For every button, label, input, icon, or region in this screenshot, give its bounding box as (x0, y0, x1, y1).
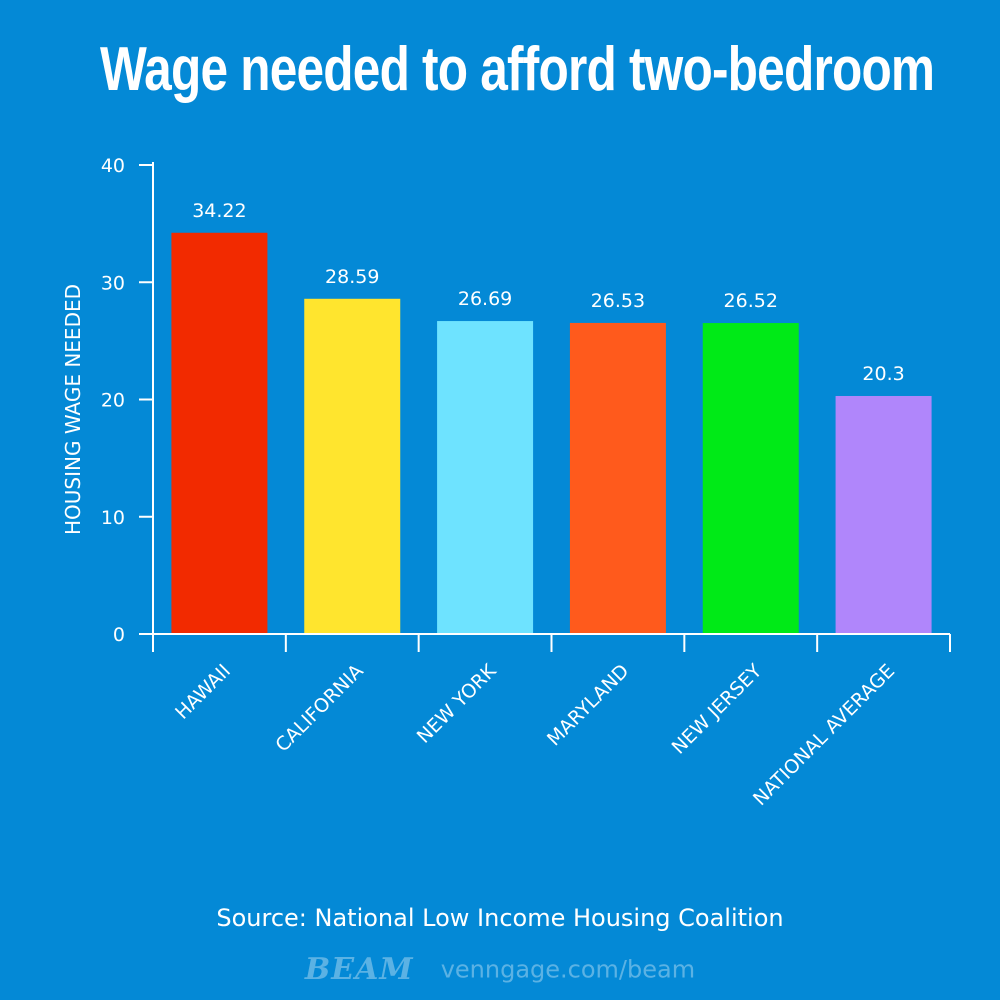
x-tick-label: NEW YORK (413, 660, 501, 748)
data-label: 26.52 (724, 290, 778, 312)
y-tick-label: 0 (113, 624, 125, 646)
x-tick-label: NATIONAL AVERAGE (749, 660, 899, 810)
bar-new-york (437, 321, 534, 634)
y-axis-label: HOUSING WAGE NEEDED (61, 284, 85, 535)
bars-group (171, 232, 932, 634)
x-tick-label: NEW JERSEY (668, 660, 767, 759)
bar-new-jersey (702, 323, 799, 634)
data-label: 20.3 (862, 363, 904, 385)
data-label: 34.22 (192, 200, 246, 222)
bar-hawaii (171, 232, 268, 634)
x-tick-label: CALIFORNIA (271, 660, 367, 756)
footer-branding: BEAM venngage.com/beam (0, 952, 1000, 987)
data-label: 28.59 (325, 266, 379, 288)
x-tick-label: MARYLAND (543, 660, 633, 750)
y-tick-label: 10 (101, 507, 125, 529)
source-note: Source: National Low Income Housing Coal… (216, 904, 784, 932)
bar-california (304, 298, 401, 634)
chart-title: Wage needed to afford two-bedroom (100, 35, 935, 104)
beam-logo: BEAM (304, 952, 414, 987)
x-tick-label: HAWAII (171, 660, 235, 724)
data-label: 26.53 (591, 290, 645, 312)
axes-group: 0 10 20 30 40 HOUSING WAGE NEEDED (61, 155, 951, 652)
y-tick-label: 40 (101, 155, 125, 177)
data-label: 26.69 (458, 288, 512, 310)
y-tick-label: 30 (101, 272, 125, 294)
footer-url[interactable]: venngage.com/beam (440, 955, 696, 984)
y-tick-label: 20 (101, 390, 125, 412)
bar-maryland (569, 322, 666, 634)
bar-national-average (835, 395, 932, 634)
